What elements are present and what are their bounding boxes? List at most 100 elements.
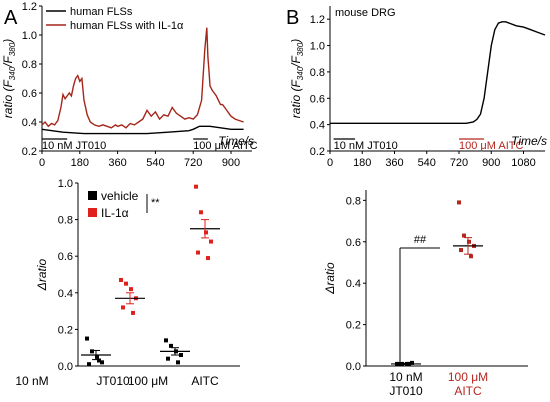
chart-title: mouse DRG: [335, 7, 396, 19]
data-point: [176, 360, 180, 365]
x-tick-label: 0: [327, 157, 333, 169]
y-tick-label: 0.2: [310, 146, 325, 158]
x-tick-label: 720: [184, 157, 202, 169]
legend-label-1: human FLSs with IL-1α: [70, 20, 184, 32]
data-point: [204, 230, 208, 235]
series-line-0: [330, 21, 546, 125]
data-point: [85, 336, 89, 341]
y-tick-label: 1.0: [22, 30, 37, 42]
y-tick-label: 0.6: [22, 88, 37, 100]
x-tick-label: 540: [418, 157, 436, 169]
legend-label-1: IL-1α: [101, 206, 129, 220]
data-point: [90, 349, 94, 354]
y-tick-label: 0.6: [346, 237, 361, 249]
data-point: [121, 305, 125, 310]
data-point: [206, 256, 210, 261]
series-line-1: [41, 27, 244, 129]
data-point: [199, 210, 203, 215]
category-label: 10 nM: [389, 370, 422, 384]
y-tick-label: 1.0: [58, 178, 73, 190]
legend-swatch-0: [88, 191, 97, 200]
x-tick-label: 900: [482, 157, 500, 169]
category-label: JT010: [389, 384, 423, 398]
y-axis-label: ratio (F340/F380): [1, 39, 17, 118]
x-tick-label: 720: [450, 157, 468, 169]
data-point: [457, 200, 461, 205]
data-point: [462, 233, 466, 238]
y-tick-label: 0.2: [22, 146, 37, 158]
x-tick-label: 360: [108, 157, 126, 169]
data-point: [179, 353, 183, 358]
y-tick-label: 0.8: [58, 215, 73, 227]
y-tick-label: 1.2: [310, 14, 325, 26]
x-tick-label: 180: [71, 157, 89, 169]
x-tick-label: 180: [353, 157, 371, 169]
category-label: 100 μM: [128, 374, 168, 388]
legend-swatch-1: [88, 208, 97, 217]
significance-label: ##: [414, 234, 427, 246]
data-point: [169, 343, 173, 348]
y-tick-label: 0.4: [58, 288, 73, 300]
data-point: [166, 356, 170, 361]
x-tick-label: 0: [39, 157, 45, 169]
data-point: [410, 360, 414, 365]
data-point: [209, 239, 213, 244]
y-axis-label: Δratio: [35, 258, 49, 291]
annotation-label-1: 100 μM AITC: [459, 140, 523, 152]
y-tick-label: 1.0: [310, 41, 325, 53]
x-tick-label: 1080: [511, 157, 535, 169]
data-point: [97, 358, 101, 363]
category-label: JT010: [96, 374, 130, 388]
data-point: [131, 310, 135, 315]
category-label: 100 μM: [448, 370, 488, 384]
y-tick-label: 0.8: [22, 59, 37, 71]
legend-label-0: vehicle: [101, 189, 139, 203]
y-axis-label: Δratio: [323, 262, 337, 295]
y-tick-label: 0.6: [58, 251, 73, 263]
legend-label-0: human FLSs: [70, 6, 133, 18]
y-tick-label: 0.2: [346, 320, 361, 332]
data-point: [469, 254, 473, 259]
x-tick-label: 540: [146, 157, 164, 169]
significance-label: **: [151, 197, 160, 209]
chart-b-top: 0.2 0.4 0.6 0.8 1.0 1.2 0 180 360 540 720 900 1080 10…: [289, 6, 547, 169]
data-point: [87, 362, 91, 367]
x-axis-label: Time/s: [511, 134, 547, 148]
category-label: AITC: [191, 374, 219, 388]
data-point: [95, 354, 99, 359]
data-point: [129, 287, 133, 292]
y-tick-label: 0.4: [346, 278, 361, 290]
data-point: [196, 250, 200, 255]
y-axis-label: ratio (F340/F380): [289, 39, 305, 118]
y-tick-label: 0.0: [346, 361, 361, 373]
y-tick-label: 1.2: [22, 1, 37, 13]
x-tick-label: 900: [222, 157, 240, 169]
category-label: AITC: [454, 384, 482, 398]
x-axis-label: Time/s: [218, 134, 254, 148]
series-line-0: [41, 125, 244, 135]
annotation-label-1: 100 μM AITC: [193, 140, 257, 152]
x-tick-label: 360: [385, 157, 403, 169]
y-tick-label: 0.4: [310, 120, 325, 132]
y-tick-label: 0.2: [58, 324, 73, 336]
panel-a-letter: A: [4, 7, 18, 29]
data-point: [194, 184, 198, 189]
data-point: [164, 338, 168, 343]
data-point: [119, 277, 123, 282]
annotation-label-0: 10 nM JT010: [334, 140, 398, 152]
annotation-label-0: 10 nM JT010: [42, 140, 106, 152]
y-tick-label: 0.4: [22, 117, 37, 129]
category-label: 10 nM: [15, 374, 48, 388]
y-tick-label: 0.8: [310, 67, 325, 79]
data-point: [467, 239, 471, 244]
data-point: [124, 281, 128, 286]
y-tick-label: 0.6: [310, 93, 325, 105]
data-point: [459, 248, 463, 253]
chart-a-top: 0.2 0.4 0.6 0.8 1.0 1.2 0 180 360 540 720 900 10 nM …: [1, 1, 258, 169]
y-tick-label: 0.8: [346, 195, 361, 207]
panel-b-letter: B: [286, 7, 299, 29]
data-point: [100, 360, 104, 365]
